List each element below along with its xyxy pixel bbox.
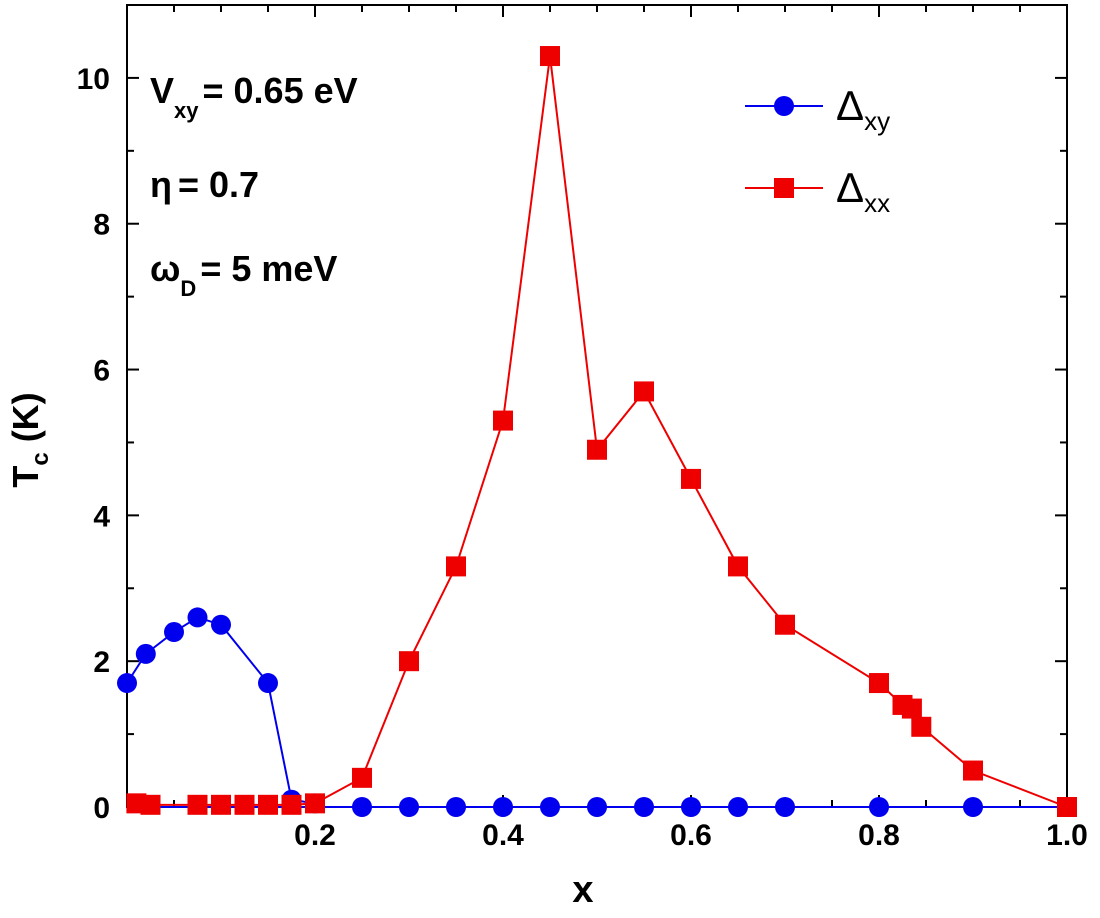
y-tick-label: 8: [93, 209, 110, 242]
x-tick-label: 0.6: [670, 819, 712, 852]
data-point: [211, 614, 231, 635]
series-0: [117, 607, 1067, 817]
data-point: [399, 651, 419, 672]
series-line: [136, 55, 1068, 808]
data-point: [164, 622, 184, 643]
data-point: [728, 556, 748, 577]
data-point: [140, 794, 161, 815]
data-point: [446, 556, 466, 577]
y-tick-label: 2: [93, 646, 110, 679]
data-point: [352, 797, 372, 817]
data-point: [305, 793, 325, 814]
y-tick-label: 10: [77, 63, 110, 96]
x-tick-label: 0.8: [858, 819, 900, 852]
data-point: [399, 797, 419, 817]
data-point: [258, 794, 278, 815]
data-point: [681, 468, 701, 489]
legend-entry-1: Δxx: [745, 164, 890, 218]
legend-label: Δxx: [836, 164, 890, 218]
data-point: [1057, 797, 1077, 817]
legend-label: Δxy: [836, 82, 890, 136]
data-point: [634, 797, 654, 817]
data-point: [911, 716, 932, 737]
data-point: [493, 410, 513, 431]
series-layer: [117, 46, 1077, 817]
x-tick-label: 0.4: [482, 819, 524, 852]
legend-entry-0: Δxy: [745, 82, 890, 136]
series-1: [126, 46, 1077, 817]
data-point: [211, 794, 231, 815]
x-tick-label: 0.2: [294, 819, 336, 852]
data-point: [540, 46, 560, 67]
annotation-main: η: [150, 164, 172, 205]
series-line: [126, 616, 316, 805]
data-point: [493, 797, 513, 817]
legend-label-sub: xy: [864, 106, 890, 136]
data-point: [258, 673, 278, 694]
annotation-main: ω: [150, 248, 180, 289]
y-axis-title-sub: c: [27, 452, 54, 465]
legend-marker: [774, 96, 794, 116]
legend-marker: [774, 178, 794, 198]
data-point: [901, 698, 922, 719]
data-point: [234, 794, 255, 815]
tick-labels: 0.2 0.4 0.6 0.8 1.0 0 2 4 6 8 10: [77, 63, 1088, 852]
y-tick-label: 6: [93, 355, 110, 388]
data-point: [634, 381, 654, 402]
annotation: η = 0.7: [150, 164, 259, 205]
data-point: [187, 607, 208, 628]
annotation: Vxy = 0.65 eV: [150, 70, 358, 123]
annotation-main: V: [150, 70, 174, 111]
data-point: [728, 797, 748, 817]
legend-label-main: Δ: [836, 82, 864, 129]
y-axis-title: Tc (K): [5, 392, 54, 487]
data-point: [135, 643, 156, 664]
data-point: [681, 797, 701, 817]
data-point: [869, 797, 889, 817]
data-point: [963, 760, 983, 781]
annotation-sub: xy: [174, 98, 199, 123]
legend-label-main: Δ: [836, 164, 864, 211]
data-point: [775, 614, 795, 635]
annotation-rest: = 0.7: [178, 164, 259, 205]
y-tick-label: 4: [93, 500, 110, 533]
annotation: ωD = 5 meV: [150, 248, 337, 301]
y-axis-title-main: T: [5, 466, 46, 488]
legend-label-sub: xx: [864, 188, 890, 218]
annotation-rest: = 5 meV: [200, 248, 337, 289]
annotations: Vxy = 0.65 eV η = 0.7 ωD = 5 meV: [150, 70, 358, 301]
x-axis-title: x: [572, 869, 593, 911]
data-point: [540, 797, 560, 817]
data-point: [587, 797, 607, 817]
x-tick-label: 1.0: [1046, 819, 1088, 852]
data-point: [775, 797, 795, 817]
svg-text:Tc (K): Tc (K): [5, 392, 54, 487]
y-axis-title-unit: (K): [5, 392, 46, 452]
annotation-sub: D: [180, 276, 196, 301]
data-point: [963, 797, 983, 817]
data-point: [117, 673, 137, 694]
data-point: [869, 673, 889, 694]
y-tick-label: 0: [93, 792, 110, 825]
annotation-rest: = 0.65 eV: [203, 70, 358, 111]
data-point: [446, 797, 466, 817]
data-point: [281, 794, 302, 815]
data-point: [187, 794, 208, 815]
data-point: [587, 439, 607, 460]
data-point: [352, 767, 372, 788]
